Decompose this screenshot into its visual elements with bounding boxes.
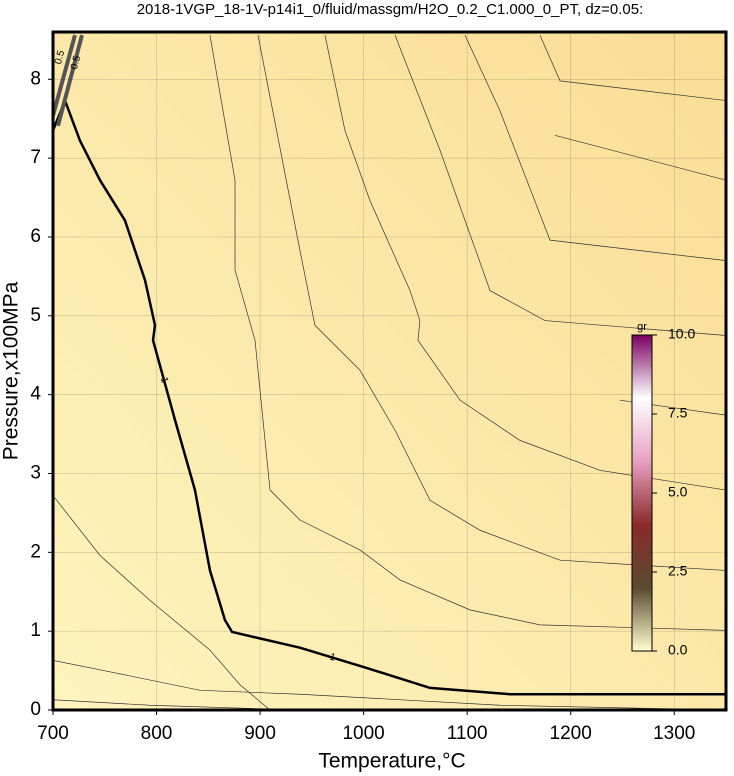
y-tick-label: 0 [30, 699, 41, 720]
contour-label: 0.5 [53, 49, 67, 66]
contour-line [53, 659, 726, 710]
y-tick-label: 5 [30, 305, 41, 326]
contour-line [257, 35, 726, 571]
contour-line [53, 97, 726, 696]
chart-title: 2018-1VGP_18-1V-p14i1_0/fluid/massgm/H2O… [137, 1, 644, 18]
y-tick-label: 7 [30, 147, 41, 168]
contour-line [209, 35, 726, 631]
contour-label: 0.5 [69, 54, 83, 71]
y-tick-label: 6 [30, 226, 41, 247]
plot-background [53, 32, 726, 710]
contour-label: 1 [158, 376, 170, 385]
colorbar-tick-label: 10.0 [668, 326, 695, 342]
contour-line [53, 495, 271, 710]
colorbar-tick-label: 0.0 [668, 642, 688, 658]
x-tick-label: 1200 [550, 723, 592, 744]
contour-line [394, 35, 726, 336]
colorbar-tick-label: 5.0 [668, 484, 688, 500]
y-tick-label: 3 [30, 463, 41, 484]
x-tick-label: 700 [37, 723, 69, 744]
colorbar-label: gr [637, 321, 647, 333]
y-tick-label: 2 [30, 541, 41, 562]
contour-line [554, 134, 726, 181]
contour-line [53, 34, 77, 117]
x-axis-label: Temperature,°C [318, 750, 465, 773]
x-tick-label: 900 [244, 723, 276, 744]
contour-line [53, 699, 300, 710]
colorbar-tick-label: 7.5 [668, 405, 688, 421]
contour-label: 1 [328, 652, 337, 664]
x-tick-label: 800 [141, 723, 173, 744]
y-tick-label: 4 [30, 384, 41, 405]
y-axis-label: Pressure,x100MPa [0, 281, 23, 460]
x-tick-label: 1300 [653, 723, 695, 744]
colorbar [631, 334, 653, 652]
y-tick-label: 8 [30, 68, 41, 89]
colorbar-tick-label: 2.5 [668, 563, 688, 579]
contours: 1 1 0.5 0.5 [53, 34, 726, 710]
contour-line [56, 34, 84, 127]
contour-line [539, 35, 726, 101]
x-tick-label: 1100 [447, 723, 488, 744]
plot-frame [51, 30, 728, 712]
x-tick-label: 1000 [342, 723, 384, 744]
y-tick-label: 1 [30, 620, 41, 641]
contour-line [464, 35, 726, 261]
contour-line [324, 35, 726, 491]
